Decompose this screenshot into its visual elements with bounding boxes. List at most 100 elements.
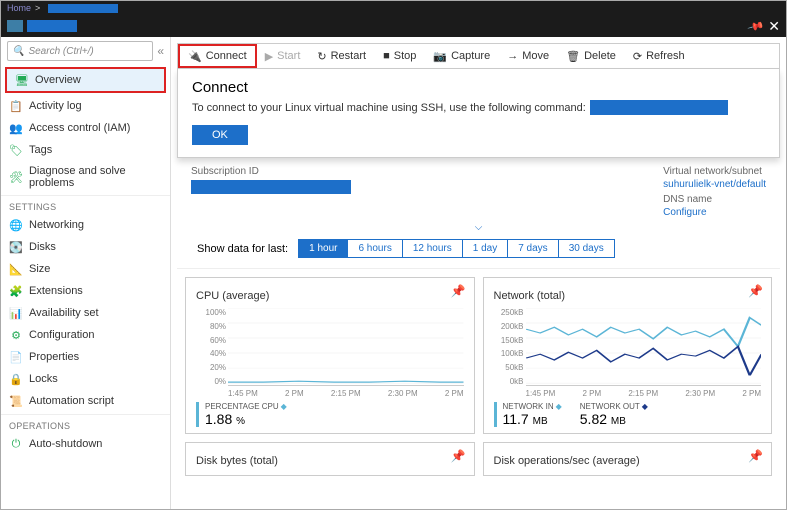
- nav-item-label: Diagnose and solve problems: [29, 165, 162, 189]
- search-input[interactable]: 🔍 Search (Ctrl+/): [7, 41, 153, 61]
- sidebar-item-configuration[interactable]: ⚙ Configuration: [1, 324, 170, 346]
- toolbar-label: Connect: [206, 50, 247, 62]
- vnet-link[interactable]: suhurulielk-vnet/default: [663, 179, 766, 190]
- nav-item-label: Extensions: [29, 285, 83, 297]
- connect-text: To connect to your Linux virtual machine…: [192, 102, 586, 114]
- nav-item-icon: 👥: [9, 121, 23, 135]
- toolbar-move-button[interactable]: → Move: [499, 44, 558, 68]
- timerange-12-hours[interactable]: 12 hours: [403, 240, 463, 257]
- search-placeholder: Search (Ctrl+/): [28, 46, 93, 57]
- dns-link[interactable]: Configure: [663, 207, 766, 218]
- nav-section-settings: SETTINGS: [1, 195, 170, 214]
- pin-icon[interactable]: 📌: [451, 284, 466, 298]
- toolbar-label: Start: [277, 50, 300, 62]
- vnet-label: Virtual network/subnet: [663, 166, 766, 177]
- stop-icon: ■: [383, 50, 390, 62]
- pin-icon[interactable]: 📌: [746, 17, 764, 35]
- nav-item-label: Tags: [29, 144, 52, 156]
- delete-icon: 🗑: [566, 50, 580, 63]
- nav-item-icon: 🧩: [9, 284, 23, 298]
- network-chart: Network (total) 📌 250kB200kB150kB100kB50…: [483, 277, 773, 434]
- capture-icon: 📷: [433, 50, 447, 63]
- connect-panel: Connect To connect to your Linux virtual…: [177, 69, 780, 158]
- nav-item-icon: 📊: [9, 306, 23, 320]
- sidebar-item-size[interactable]: 📐Size: [1, 258, 170, 280]
- toolbar-capture-button[interactable]: 📷Capture: [425, 44, 499, 68]
- nav-item-icon: 💽: [9, 240, 23, 254]
- pin-icon[interactable]: 📌: [748, 449, 763, 463]
- nav-item-icon: 📐: [9, 262, 23, 276]
- nav-item-icon: 🌐: [9, 218, 23, 232]
- nav-item-icon: ⏻: [9, 437, 23, 451]
- nav-item-icon: 📜: [9, 394, 23, 408]
- sidebar-item-automation-script[interactable]: 📜 Automation script: [1, 390, 170, 412]
- sidebar-item-properties[interactable]: 📄Properties: [1, 346, 170, 368]
- sidebar-item-diagnose-and-solve-problems[interactable]: 🛠 Diagnose and solve problems: [1, 161, 170, 193]
- sidebar-item-auto-shutdown[interactable]: ⏻ Auto-shutdown: [1, 433, 170, 455]
- nav-item-label: Locks: [29, 373, 58, 385]
- move-icon: →: [507, 50, 518, 62]
- nav-section-operations: OPERATIONS: [1, 414, 170, 433]
- toolbar-restart-button[interactable]: ↻Restart: [309, 44, 375, 68]
- connect-title: Connect: [192, 79, 765, 96]
- toolbar-stop-button[interactable]: ■Stop: [375, 44, 425, 68]
- disk-ops-chart: Disk operations/sec (average) 📌: [483, 442, 773, 476]
- breadcrumb-sep: >: [35, 3, 40, 13]
- nav-item-label: Networking: [29, 219, 84, 231]
- disk-bytes-title: Disk bytes (total): [196, 455, 278, 467]
- nav-item-icon: 📋: [9, 99, 23, 113]
- pin-icon[interactable]: 📌: [451, 449, 466, 463]
- nav-item-label: Properties: [29, 351, 79, 363]
- restart-icon: ↻: [317, 50, 326, 63]
- timerange-30-days[interactable]: 30 days: [559, 240, 614, 257]
- timerange-6-hours[interactable]: 6 hours: [348, 240, 402, 257]
- nav-item-icon: 🛠: [9, 170, 23, 184]
- timerange-7-days[interactable]: 7 days: [508, 240, 558, 257]
- pin-icon[interactable]: 📌: [748, 284, 763, 298]
- disk-ops-title: Disk operations/sec (average): [494, 455, 640, 467]
- sidebar-item-locks[interactable]: 🔒 Locks: [1, 368, 170, 390]
- timerange-1-day[interactable]: 1 day: [463, 240, 508, 257]
- nav-item-icon: 🔒: [9, 372, 23, 386]
- cpu-chart-title: CPU (average): [196, 290, 269, 302]
- nav-item-icon: 🖥: [15, 73, 29, 87]
- sidebar-item-extensions[interactable]: 🧩 Extensions: [1, 280, 170, 302]
- toolbar-refresh-button[interactable]: ⟳Refresh: [625, 44, 694, 68]
- nav-item-icon: ⚙: [9, 328, 23, 342]
- breadcrumb-resource[interactable]: [48, 4, 118, 13]
- sidebar-item-networking[interactable]: 🌐 Networking: [1, 214, 170, 236]
- ssh-command[interactable]: [590, 100, 728, 115]
- timerange-label: Show data for last:: [197, 243, 288, 255]
- sidebar-item-availability-set[interactable]: 📊 Availability set: [1, 302, 170, 324]
- nav-item-icon: 🏷: [9, 143, 23, 157]
- toolbar: 🔌Connect▶Start↻Restart■Stop📷Capture→Move…: [177, 43, 780, 69]
- ok-button[interactable]: OK: [192, 125, 248, 145]
- collapse-icon[interactable]: «: [157, 44, 164, 58]
- subscription-label: Subscription ID: [191, 166, 351, 177]
- sidebar: 🔍 Search (Ctrl+/) « 🖥Overview 📋 Activity l…: [1, 37, 171, 509]
- toolbar-connect-button[interactable]: 🔌Connect: [178, 44, 257, 68]
- toolbar-delete-button[interactable]: 🗑 Delete: [558, 44, 625, 68]
- sidebar-item-tags[interactable]: 🏷 Tags: [1, 139, 170, 161]
- nav-item-label: Configuration: [29, 329, 94, 341]
- close-icon[interactable]: ✕: [768, 18, 780, 35]
- nav-item-label: Availability set: [29, 307, 99, 319]
- toolbar-label: Refresh: [646, 50, 685, 62]
- nav-item-label: Activity log: [29, 100, 82, 112]
- sidebar-item-activity-log[interactable]: 📋 Activity log: [1, 95, 170, 117]
- breadcrumb-home[interactable]: Home: [7, 3, 31, 13]
- cpu-chart: CPU (average) 📌 100%80%60%40%20%0% 1:45 …: [185, 277, 475, 434]
- timerange: Show data for last: 1 hour6 hours12 hour…: [177, 233, 780, 269]
- toolbar-label: Delete: [584, 50, 616, 62]
- vm-icon: [7, 20, 23, 32]
- timerange-1-hour[interactable]: 1 hour: [299, 240, 348, 257]
- sidebar-item-access-control-iam-[interactable]: 👥Access control (IAM): [1, 117, 170, 139]
- nav-item-label: Auto-shutdown: [29, 438, 102, 450]
- sidebar-item-overview[interactable]: 🖥Overview: [5, 67, 166, 93]
- sidebar-item-disks[interactable]: 💽 Disks: [1, 236, 170, 258]
- nav-item-label: Automation script: [29, 395, 114, 407]
- dns-label: DNS name: [663, 194, 766, 205]
- nav-item-label: Disks: [29, 241, 56, 253]
- toolbar-label: Move: [522, 50, 549, 62]
- search-icon: 🔍: [12, 46, 24, 57]
